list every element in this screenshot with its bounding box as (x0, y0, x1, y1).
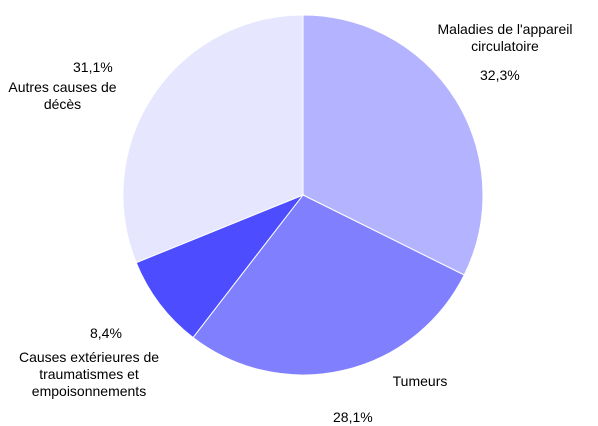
percent-label: 31,1% (73, 59, 113, 75)
percent-label: 28,1% (333, 409, 373, 425)
pie-slice (192, 194, 465, 376)
slice-label: Causes extérieures de traumatismes et em… (18, 349, 160, 399)
percent-label: 32,3% (480, 67, 520, 83)
percent-label: 8,4% (90, 325, 122, 341)
slice-label: Autres causes de décès (8, 79, 117, 112)
pie-slice (135, 193, 305, 339)
slice-label: Maladies de l'appareil circulatoire (437, 21, 573, 54)
pie-slice (302, 14, 484, 276)
slice-label: Tumeurs (392, 373, 448, 389)
pie-slice (122, 14, 304, 264)
